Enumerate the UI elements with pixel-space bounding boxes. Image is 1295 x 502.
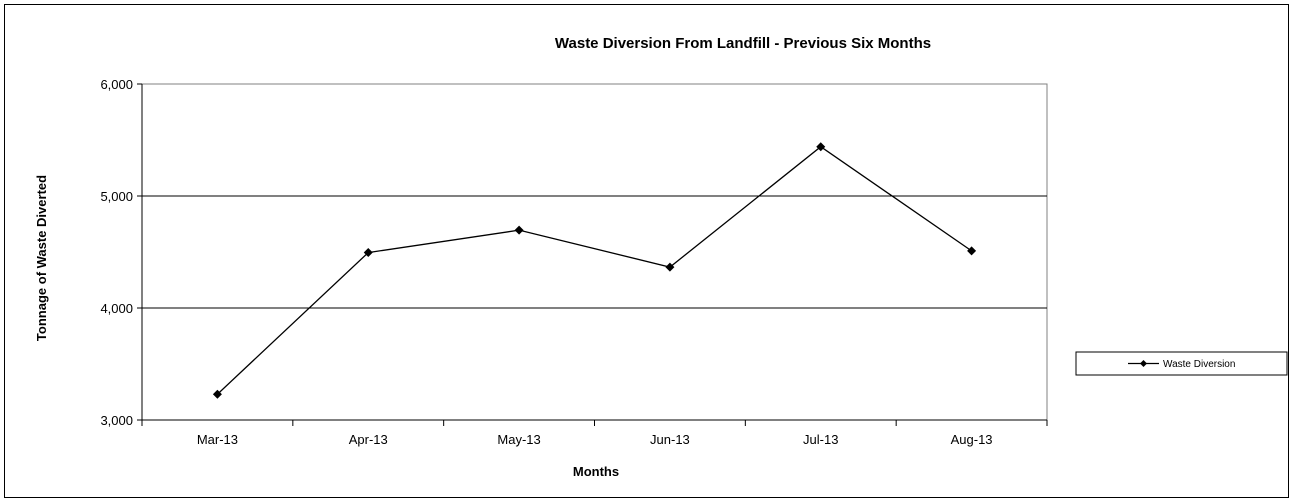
data-point: [967, 246, 977, 256]
x-tick-label: Jun-13: [650, 432, 690, 447]
x-axis-title: Months: [573, 464, 619, 479]
x-tick-label: Jul-13: [803, 432, 838, 447]
data-point: [665, 262, 675, 272]
data-point: [363, 248, 373, 258]
legend-marker: [1140, 360, 1147, 367]
data-point: [514, 225, 524, 235]
y-axis-title: Tonnage of Waste Diverted: [34, 175, 49, 341]
legend: Waste Diversion: [1075, 351, 1288, 376]
data-point: [816, 142, 826, 152]
y-tick-label: 6,000: [100, 77, 133, 92]
y-tick-label: 4,000: [100, 301, 133, 316]
series-line: [216, 145, 972, 395]
data-point: [212, 389, 222, 399]
x-tick-label: Mar-13: [197, 432, 238, 447]
y-tick-label: 5,000: [100, 189, 133, 204]
x-tick-label: Apr-13: [349, 432, 388, 447]
plot-area: [141, 83, 1048, 421]
legend-box: [1075, 351, 1288, 376]
series-group: [212, 142, 977, 399]
y-axis-ticks: 3,000 4,000 5,000 6,000: [100, 77, 143, 428]
x-axis-ticks: Mar-13 Apr-13 May-13 Jun-13 Jul-13 Aug-13: [141, 419, 1048, 447]
y-tick-label: 3,000: [100, 413, 133, 428]
legend-label: Waste Diversion: [1163, 359, 1235, 370]
chart-title: Waste Diversion From Landfill - Previous…: [555, 35, 931, 52]
x-tick-label: May-13: [497, 432, 540, 447]
x-tick-label: Aug-13: [951, 432, 993, 447]
plot-border: [141, 83, 1048, 421]
